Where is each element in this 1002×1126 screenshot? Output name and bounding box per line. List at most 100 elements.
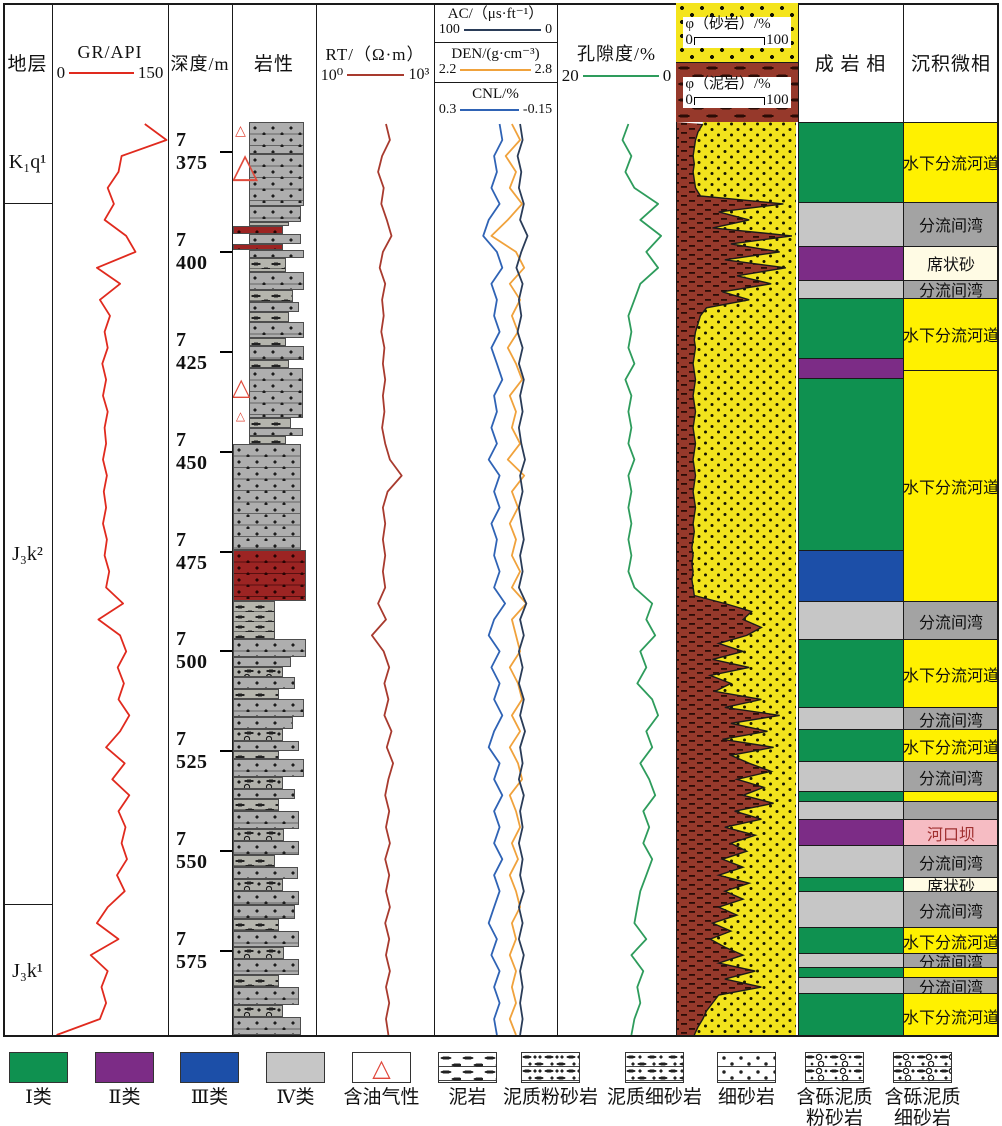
depth-tick: 7 375 <box>176 129 232 174</box>
depth-tick-mark <box>220 950 232 953</box>
lithology-block-dash <box>233 919 279 932</box>
track-border <box>316 3 317 1037</box>
ac-min: 100 <box>438 22 460 38</box>
header-strat-label: 地层 <box>7 54 48 75</box>
facies-label: 分流间湾 <box>918 979 983 994</box>
diagenetic-facies-II <box>798 819 903 846</box>
lithology-block-dots <box>249 301 299 312</box>
diagenetic-facies-IV <box>798 761 903 792</box>
depth-tick: 7 475 <box>176 529 232 574</box>
depth-tick-mark <box>220 850 232 853</box>
porosity-curve <box>621 123 662 1036</box>
ac-curve <box>515 123 529 1036</box>
lithology-block-dots <box>233 867 298 880</box>
facies-label: 水下分流河道 <box>903 1009 999 1027</box>
legend-label-III: Ⅲ类 <box>190 1087 229 1108</box>
header-ac-label: AC/（μs·ft⁻¹） <box>447 6 544 23</box>
lithology-block-dots <box>233 905 295 920</box>
den-scale-line <box>460 69 531 72</box>
depth-tick: 7 400 <box>176 229 232 274</box>
header-cnl-label: CNL/% <box>472 86 519 103</box>
lithology-block-dash <box>233 601 275 640</box>
header-litho: 岩性 <box>232 3 316 122</box>
sedimentary-facies-sheet: 席状砂 <box>903 877 999 892</box>
track-border <box>168 3 169 1037</box>
lithology-block-red <box>233 243 283 250</box>
facies-label: 水下分流河道 <box>903 934 999 952</box>
depth-tick-mark <box>220 650 232 653</box>
lithology-block-dots <box>233 959 299 976</box>
lithology-block-dots <box>233 759 304 778</box>
lithology-block-dots <box>249 321 304 338</box>
legend-swatch-fine <box>717 1052 776 1083</box>
header-rt-label: RT/（Ω·m） <box>325 45 425 64</box>
oil-show-triangle-icon: △ <box>372 1053 391 1082</box>
lithology-block-dots <box>249 249 304 258</box>
depth-tick: 7 525 <box>176 728 232 773</box>
lithology-block-dashdot <box>233 667 283 678</box>
diagenetic-facies-IV <box>798 707 903 730</box>
lithology-block-dots <box>233 443 301 550</box>
legend-swatch-I <box>9 1052 68 1083</box>
oil-show-triangle-icon: △ <box>235 408 246 423</box>
strat-unit-label: K₁q¹ <box>8 150 47 173</box>
header-litho-label: 岩性 <box>253 54 294 75</box>
gr-max: 150 <box>137 63 164 82</box>
lithology-block-dots <box>249 153 304 206</box>
diagenetic-facies-IV <box>798 953 903 968</box>
diagenetic-facies-II <box>798 357 903 378</box>
sedimentary-facies-channel: 水下分流河道 <box>903 927 999 954</box>
diagenetic-facies-IV <box>798 845 903 878</box>
legend-label-I: Ⅰ类 <box>25 1087 52 1108</box>
rt-min: 10⁰ <box>320 67 344 84</box>
diagenetic-facies-I <box>798 993 903 1037</box>
diagenetic-facies-IV <box>798 279 903 298</box>
lithology-block-dots <box>249 345 304 360</box>
track-border <box>557 3 558 1037</box>
ac-max: 0 <box>545 22 553 38</box>
rt-scale-line <box>347 74 405 76</box>
facies-label: 水下分流河道 <box>903 480 999 498</box>
depth-tick-label: 7 525 <box>176 728 208 774</box>
sedimentary-facies-mouthbar: 河口坝 <box>903 819 999 846</box>
legend-swatch-mud <box>438 1052 497 1083</box>
track-border <box>903 3 904 1037</box>
rt-curve <box>370 123 403 1036</box>
legend-label-gsilt: 含砾泥质 粉砂岩 <box>796 1087 873 1126</box>
sedimentary-facies-bay: 分流间湾 <box>903 601 999 640</box>
den-min: 2.2 <box>438 62 457 78</box>
header-gr: GR/API 0 150 <box>52 3 168 122</box>
header-diagenetic-label: 成 岩 相 <box>814 54 887 75</box>
header-depth: 深度/m <box>168 3 232 122</box>
lithology-block-dashdot <box>233 1005 283 1018</box>
lithology-block-dots <box>249 233 301 244</box>
lithology-block-dash <box>233 799 279 812</box>
facies-label: 分流间湾 <box>918 218 983 236</box>
facies-label: 水下分流河道 <box>903 667 999 685</box>
legend-swatch-IV <box>266 1052 325 1083</box>
facies-label: 分流间湾 <box>918 712 983 730</box>
phi-sand-label: φ（砂岩）/% <box>685 16 771 33</box>
header-porosity: 孔隙度/% 20 0 <box>557 3 676 122</box>
oil-show-triangle-icon: △ <box>232 372 251 401</box>
header-phi-sand: φ（砂岩）/% 0 100 <box>676 3 798 63</box>
depth-tick-mark <box>220 350 232 353</box>
strat-unit: J₃k² <box>3 204 52 906</box>
por-max: 0 <box>662 65 672 85</box>
facies-label: 分流间湾 <box>918 770 983 788</box>
depth-tick-mark <box>220 250 232 253</box>
lithology-block-dashdot <box>233 729 283 742</box>
lithology-block-dashdot <box>233 879 283 892</box>
diagenetic-facies-III <box>798 549 903 602</box>
sedimentary-facies-channel: 水下分流河道 <box>903 297 999 370</box>
header-cnl: CNL/% 0.3 -0.15 <box>434 83 557 122</box>
lithology-block-dots <box>249 122 304 154</box>
facies-label: 分流间湾 <box>918 903 983 921</box>
legend-label-mfine: 泥质细砂岩 <box>606 1087 703 1108</box>
lithology-block-dash <box>233 855 275 868</box>
diagenetic-facies-I <box>798 377 903 550</box>
diagenetic-facies-IV <box>798 201 903 246</box>
diagenetic-facies-I <box>798 729 903 762</box>
gr-scale-line <box>69 72 134 74</box>
sedimentary-facies-channel: 水下分流河道 <box>903 369 999 602</box>
